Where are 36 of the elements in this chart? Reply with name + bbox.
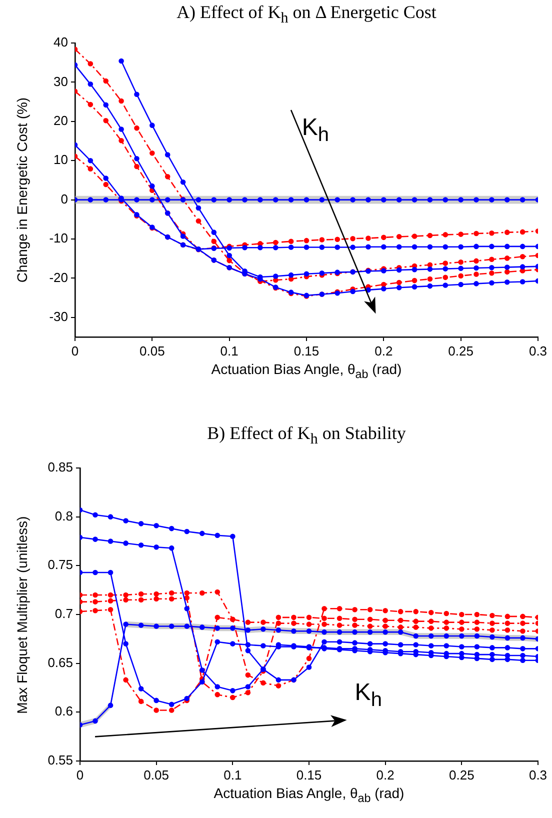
- x-axis-title: Actuation Bias Angle, θ$_{ab}$ (rad): [212, 785, 406, 805]
- y-tick-label: 20: [54, 112, 68, 128]
- y-axis-title: Change in Energetic Cost (%): [14, 97, 30, 283]
- y-tick-label: 0: [60, 191, 68, 206]
- x-tick-label: 0.05: [144, 767, 169, 782]
- y-tick-label: 0.75: [48, 557, 73, 572]
- x-tick-label: 0.1: [224, 767, 242, 782]
- annotation: K$_{h}$: [354, 678, 382, 712]
- y-axis-title: Max Floquet Multiplier (unitless): [14, 516, 30, 714]
- x-tick-label: 0.15: [296, 767, 322, 782]
- x-tick-label: 0.3: [528, 343, 548, 358]
- y-tick-label: 0.7: [54, 606, 73, 622]
- y-tick-label: 0.65: [48, 654, 73, 670]
- y-tick-label: 10: [54, 152, 68, 168]
- x-tick-label: 0.25: [448, 343, 474, 358]
- chart-title: A) Effect of K$_{h}$ on Δ Energetic Cost: [176, 2, 438, 28]
- x-tick-label: 0.1: [220, 343, 238, 358]
- x-tick-label: 0: [76, 767, 84, 782]
- y-tick-label: 0.8: [54, 508, 73, 524]
- x-axis-title: Actuation Bias Angle, θ$_{ab}$ (rad): [210, 361, 403, 381]
- x-tick-label: 0.15: [294, 343, 320, 358]
- y-tick-label: 0.6: [54, 704, 73, 719]
- y-tick-label: -20: [49, 270, 68, 285]
- y-tick-label: 0.85: [48, 460, 73, 475]
- annotation: K$_{h}$: [302, 114, 329, 146]
- y-tick-label: 40: [54, 34, 68, 50]
- x-tick-label: 0.05: [140, 343, 165, 358]
- x-tick-label: 0.2: [374, 343, 393, 358]
- y-tick-label: 0.55: [48, 752, 73, 768]
- y-tick-label: -30: [49, 308, 68, 324]
- y-tick-label: -10: [49, 230, 68, 246]
- x-tick-label: 0.2: [376, 767, 394, 782]
- x-tick-label: 0.3: [528, 767, 548, 782]
- chart-title: B) Effect of K$_{h}$ on Stability: [206, 423, 407, 449]
- y-tick-label: 30: [54, 74, 68, 89]
- x-tick-label: 0.25: [449, 767, 474, 782]
